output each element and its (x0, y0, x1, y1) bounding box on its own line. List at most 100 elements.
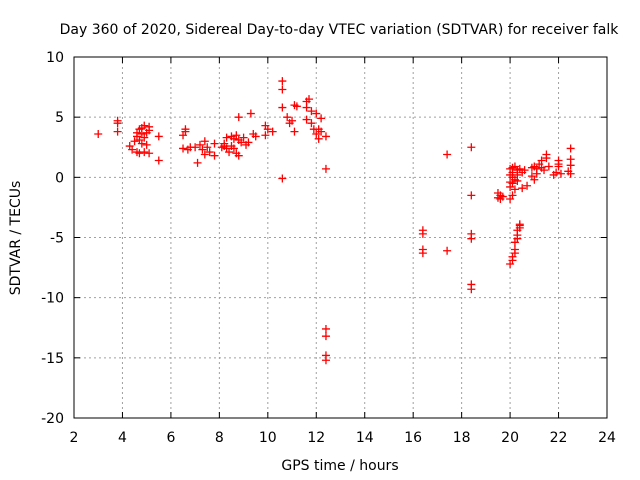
data-point (513, 234, 522, 243)
y-tick-label: 5 (55, 110, 64, 126)
data-point (510, 185, 519, 194)
data-point (540, 166, 549, 175)
data-point (225, 148, 234, 157)
x-tick-label: 8 (215, 430, 224, 446)
data-point (195, 140, 204, 149)
data-point (321, 356, 330, 365)
data-point (302, 115, 311, 124)
data-point (200, 137, 209, 146)
data-point (232, 131, 241, 140)
data-point (520, 166, 529, 175)
data-point (556, 169, 565, 178)
y-tick-labels: -20 -15 -10 -5 0 5 10 (41, 50, 64, 427)
x-tick-label: 18 (453, 430, 471, 446)
data-point (537, 156, 546, 165)
data-point (418, 249, 427, 258)
data-point (229, 144, 238, 153)
data-point (181, 125, 190, 134)
data-point (508, 191, 517, 200)
data-point (244, 138, 253, 147)
data-point (234, 151, 243, 160)
data-point (467, 143, 476, 152)
data-point (200, 150, 209, 159)
data-point (467, 234, 476, 243)
data-point (523, 181, 532, 190)
y-tick-label: 10 (46, 50, 64, 66)
data-point (128, 145, 137, 154)
data-point (278, 103, 287, 112)
axis-ticks (73, 56, 608, 419)
y-axis-label: SDTVAR / TECUs (8, 181, 24, 296)
data-point (251, 132, 260, 141)
data-point (321, 164, 330, 173)
data-point (418, 226, 427, 235)
data-point (130, 137, 139, 146)
data-point (278, 174, 287, 183)
data-point (498, 192, 507, 201)
data-point (193, 158, 202, 167)
data-point (314, 134, 323, 143)
x-axis-label: GPS time / hours (281, 458, 398, 474)
x-tick-label: 6 (166, 430, 175, 446)
data-point (210, 151, 219, 160)
y-tick-label: -15 (41, 351, 64, 367)
data-point (234, 113, 243, 122)
data-point (290, 127, 299, 136)
data-point (113, 119, 122, 128)
x-tick-label: 24 (598, 430, 616, 446)
data-point (510, 249, 519, 258)
data-point (94, 130, 103, 139)
data-points (94, 77, 575, 365)
data-point (292, 102, 301, 111)
data-point (515, 220, 524, 229)
data-point (142, 140, 151, 149)
data-point (566, 155, 575, 164)
data-point (140, 148, 149, 157)
data-point (302, 103, 311, 112)
data-point (210, 139, 219, 148)
data-point (288, 116, 297, 125)
data-point (566, 144, 575, 153)
data-point (544, 162, 553, 171)
data-point (467, 191, 476, 200)
data-point (321, 324, 330, 333)
data-point (154, 132, 163, 141)
data-point (518, 184, 527, 193)
data-point (137, 139, 146, 148)
y-tick-label: -20 (41, 411, 64, 427)
data-point (467, 285, 476, 294)
data-point (246, 109, 255, 118)
data-point (135, 149, 144, 158)
data-point (443, 246, 452, 255)
x-tick-label: 20 (501, 430, 519, 446)
data-point (321, 332, 330, 341)
x-tick-label: 22 (550, 430, 568, 446)
data-point (237, 138, 246, 147)
data-point (179, 144, 188, 153)
data-point (566, 169, 575, 178)
data-point (283, 113, 292, 122)
data-point (278, 85, 287, 94)
x-tick-labels: 2 4 6 8 10 12 14 16 18 20 22 24 (70, 430, 616, 446)
data-point (513, 176, 522, 185)
x-tick-label: 12 (307, 430, 325, 446)
data-point (140, 121, 149, 130)
data-point (145, 149, 154, 158)
data-point (154, 156, 163, 165)
data-point (532, 169, 541, 178)
data-point (305, 95, 314, 104)
data-point (307, 107, 316, 116)
data-point (239, 133, 248, 142)
y-tick-label: -5 (50, 231, 64, 247)
data-point (542, 150, 551, 159)
data-point (443, 150, 452, 159)
data-point (263, 125, 272, 134)
data-point (205, 148, 214, 157)
data-point (307, 119, 316, 128)
y-tick-label: 0 (55, 170, 64, 186)
data-point (552, 168, 561, 177)
data-point (222, 133, 231, 142)
grid (74, 57, 607, 418)
y-tick-label: -10 (41, 291, 64, 307)
